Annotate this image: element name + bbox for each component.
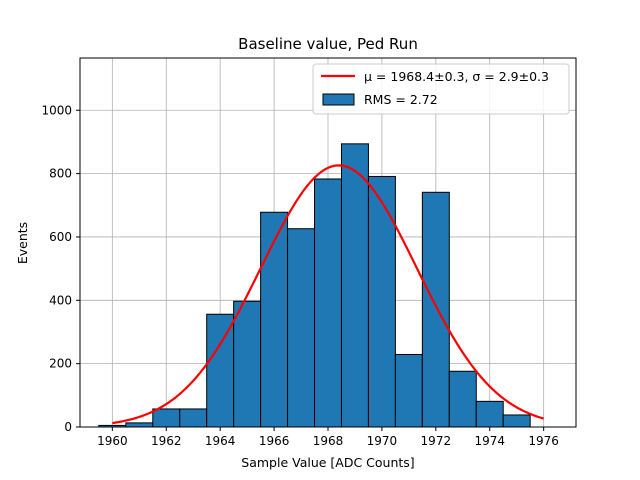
histogram-bar — [233, 300, 262, 428]
y-tick-label: 1000 — [41, 103, 72, 117]
x-axis-ticks: 1960 1962 1964 1966 1968 1970 1972 1974 1976 — [97, 427, 559, 448]
x-axis-label: Sample Value [ADC Counts] — [241, 455, 414, 470]
histogram-bar — [287, 228, 316, 428]
histogram-bar — [179, 408, 208, 428]
y-tick-label: 200 — [49, 357, 72, 371]
gaussian-fit — [112, 164, 544, 425]
y-axis-label: Events — [15, 222, 30, 264]
chart-title: Baseline value, Ped Run — [238, 35, 418, 53]
legend-rms-label: RMS = 2.72 — [364, 92, 438, 107]
legend-fit-label: μ = 1968.4±0.3, σ = 2.9±0.3 — [364, 69, 549, 84]
x-tick-label: 1972 — [421, 434, 452, 448]
x-tick-label: 1976 — [528, 434, 559, 448]
x-tick-label: 1960 — [97, 434, 128, 448]
histogram-bar — [314, 178, 342, 428]
histogram-bar — [152, 408, 181, 428]
histogram-bar — [448, 370, 477, 428]
histogram-bar — [367, 175, 396, 428]
y-tick-label: 0 — [64, 420, 72, 434]
histogram-bar — [475, 400, 504, 428]
histogram-bar — [260, 211, 289, 428]
y-tick-label: 400 — [49, 293, 72, 307]
x-tick-label: 1964 — [205, 434, 236, 448]
legend: μ = 1968.4±0.3, σ = 2.9±0.3 RMS = 2.72 — [312, 63, 570, 115]
legend-box — [312, 63, 570, 115]
histogram-bar — [502, 414, 531, 428]
x-tick-label: 1974 — [474, 434, 505, 448]
fit-curve — [112, 164, 544, 425]
histogram-bar — [421, 191, 450, 428]
legend-rms-patch-swatch — [322, 93, 355, 106]
y-axis-ticks: 0 200 400 600 800 1000 — [41, 103, 80, 434]
histogram-bars — [98, 143, 531, 428]
histogram-bar — [394, 353, 423, 428]
x-tick-label: 1970 — [367, 434, 398, 448]
y-tick-label: 600 — [49, 230, 72, 244]
histogram-bar — [206, 313, 235, 428]
x-tick-label: 1962 — [151, 434, 182, 448]
x-tick-label: 1968 — [313, 434, 344, 448]
histogram-bar — [340, 143, 369, 428]
x-tick-label: 1966 — [259, 434, 290, 448]
y-tick-label: 800 — [49, 167, 72, 181]
histogram-bar — [125, 422, 154, 428]
